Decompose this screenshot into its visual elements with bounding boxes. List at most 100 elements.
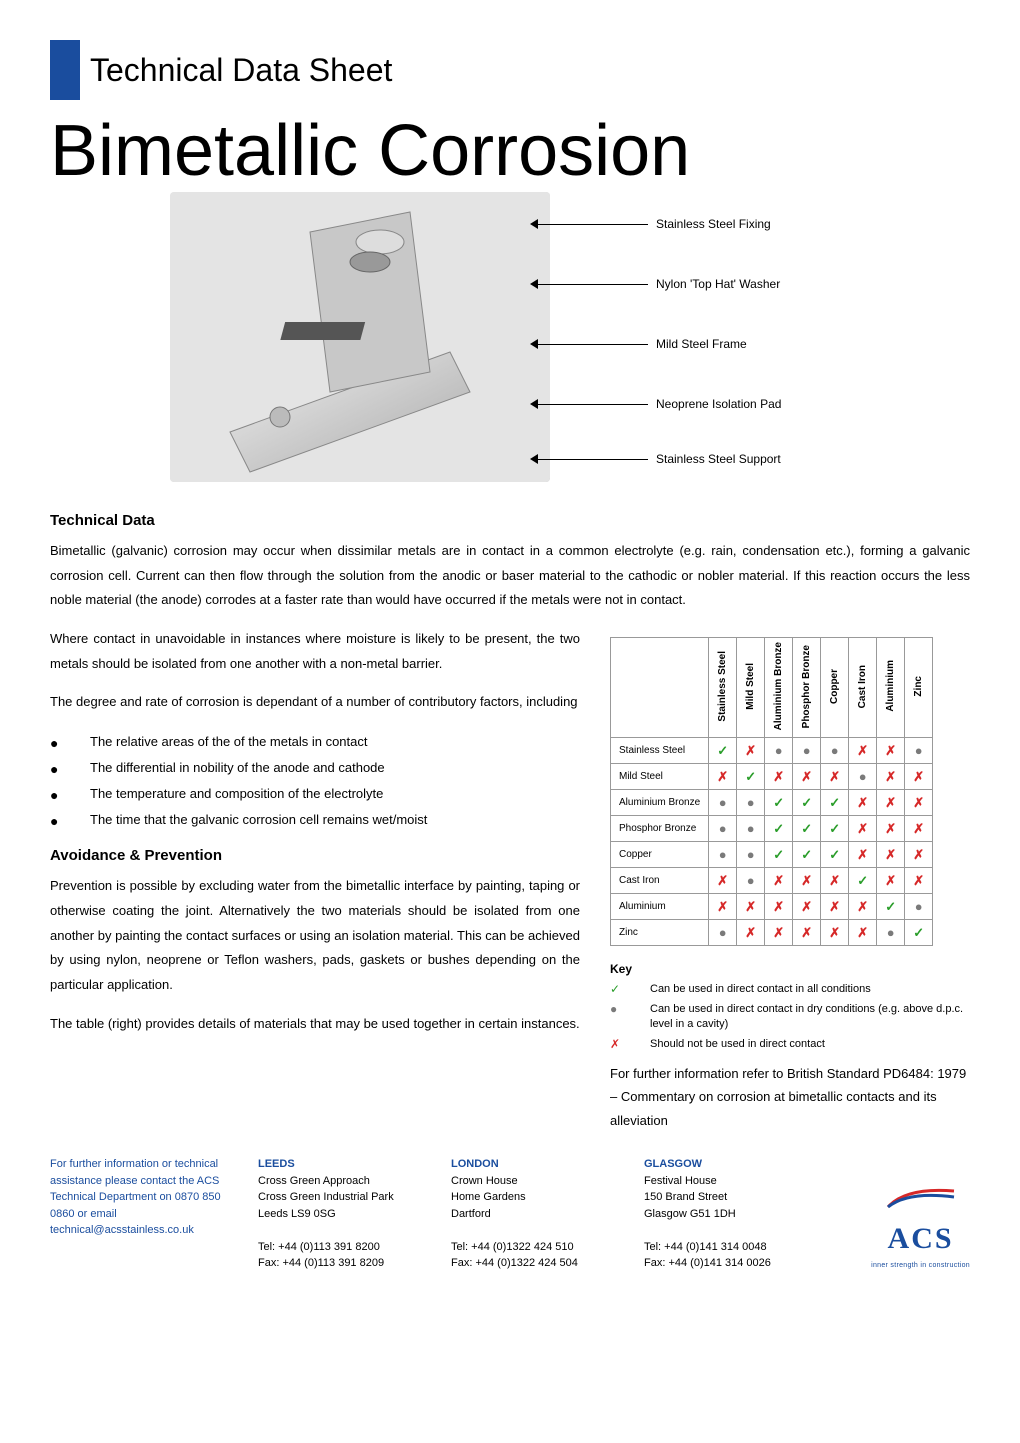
diagram-callout: Nylon 'Top Hat' Washer — [530, 277, 780, 291]
office-name: LONDON — [451, 1156, 626, 1173]
table-cell: ● — [737, 842, 765, 868]
table-corner — [611, 638, 709, 738]
callout-label: Stainless Steel Fixing — [656, 217, 771, 231]
table-row-header: Zinc — [611, 920, 709, 946]
table-cell: ● — [849, 764, 877, 790]
office-line: 150 Brand Street — [644, 1189, 819, 1206]
table-cell: ✗ — [905, 842, 933, 868]
table-cell: ✗ — [821, 920, 849, 946]
footer-office: LONDONCrown HouseHome GardensDartford Te… — [451, 1156, 626, 1272]
table-cell: ✓ — [793, 842, 821, 868]
table-cell: ✗ — [737, 738, 765, 764]
table-cell: ✓ — [849, 868, 877, 894]
table-cell: ● — [821, 738, 849, 764]
table-cell: ✗ — [905, 790, 933, 816]
key-text: Should not be used in direct contact — [650, 1037, 970, 1052]
table-cell: ✗ — [877, 842, 905, 868]
table-cell: ✗ — [849, 842, 877, 868]
compatibility-table: Stainless SteelMild SteelAluminium Bronz… — [610, 637, 933, 946]
office-line: Festival House — [644, 1173, 819, 1190]
key-row: ● Can be used in direct contact in dry c… — [610, 1002, 970, 1033]
table-col-header: Phosphor Bronze — [793, 638, 821, 738]
table-cell: ✓ — [709, 738, 737, 764]
table-cell: ✗ — [877, 816, 905, 842]
key-row: ✗ Should not be used in direct contact — [610, 1037, 970, 1052]
table-cell: ✗ — [793, 764, 821, 790]
left-column: Where contact in unavoidable in instance… — [50, 627, 580, 1132]
logo-swoosh-icon — [886, 1185, 956, 1209]
logo-text: ACS — [871, 1216, 970, 1261]
table-cell: ✓ — [765, 842, 793, 868]
key-symbol: ✓ — [610, 982, 650, 997]
table-row-header: Cast Iron — [611, 868, 709, 894]
table-col-header: Aluminium — [877, 638, 905, 738]
table-cell: ✓ — [737, 764, 765, 790]
callout-line — [538, 344, 648, 345]
table-cell: ✗ — [793, 920, 821, 946]
office-line — [258, 1222, 433, 1239]
table-cell: ✗ — [877, 868, 905, 894]
office-name: LEEDS — [258, 1156, 433, 1173]
doc-type-label: Technical Data Sheet — [90, 52, 392, 89]
office-line: Fax: +44 (0)1322 424 504 — [451, 1255, 626, 1272]
key-symbol: ● — [610, 1002, 650, 1033]
table-cell: ✗ — [877, 790, 905, 816]
office-line — [451, 1222, 626, 1239]
office-line: Tel: +44 (0)1322 424 510 — [451, 1239, 626, 1256]
avoidance-para2: The table (right) provides details of ma… — [50, 1012, 580, 1037]
callout-line — [538, 284, 648, 285]
technical-data-para2: Where contact in unavoidable in instance… — [50, 627, 580, 676]
reference-text: For further information refer to British… — [610, 1062, 970, 1132]
callout-label: Mild Steel Frame — [656, 337, 747, 351]
table-col-header: Mild Steel — [737, 638, 765, 738]
office-line: Fax: +44 (0)113 391 8209 — [258, 1255, 433, 1272]
office-line: Fax: +44 (0)141 314 0026 — [644, 1255, 819, 1272]
table-cell: ✗ — [737, 920, 765, 946]
table-cell: ✓ — [793, 816, 821, 842]
technical-data-para3: The degree and rate of corrosion is depe… — [50, 690, 580, 715]
table-row-header: Stainless Steel — [611, 738, 709, 764]
two-column-layout: Where contact in unavoidable in instance… — [50, 627, 970, 1132]
arrow-left-icon — [530, 399, 538, 409]
table-row-header: Copper — [611, 842, 709, 868]
right-column: Stainless SteelMild SteelAluminium Bronz… — [610, 627, 970, 1132]
factor-item: The relative areas of the of the metals … — [50, 729, 580, 755]
logo: ACS inner strength in construction — [871, 1185, 970, 1272]
table-cell: ✗ — [905, 868, 933, 894]
table-col-header: Stainless Steel — [709, 638, 737, 738]
factor-item: The time that the galvanic corrosion cel… — [50, 807, 580, 833]
office-line: Cross Green Approach — [258, 1173, 433, 1190]
table-cell: ● — [709, 920, 737, 946]
callout-label: Nylon 'Top Hat' Washer — [656, 277, 780, 291]
callout-line — [538, 459, 648, 460]
avoidance-para1: Prevention is possible by excluding wate… — [50, 874, 580, 997]
table-cell: ✗ — [905, 816, 933, 842]
table-cell: ● — [905, 894, 933, 920]
table-cell: ✗ — [849, 738, 877, 764]
bracket-illustration — [170, 192, 550, 482]
office-line: Dartford — [451, 1206, 626, 1223]
table-cell: ✗ — [849, 894, 877, 920]
diagram-section: Stainless Steel Fixing Nylon 'Top Hat' W… — [50, 192, 970, 492]
diagram-callout: Stainless Steel Support — [530, 452, 781, 466]
table-cell: ✗ — [709, 868, 737, 894]
office-line: Tel: +44 (0)141 314 0048 — [644, 1239, 819, 1256]
technical-data-para1: Bimetallic (galvanic) corrosion may occu… — [50, 539, 970, 613]
table-cell: ✗ — [821, 894, 849, 920]
key-rows: ✓ Can be used in direct contact in all c… — [610, 982, 970, 1052]
table-cell: ✗ — [765, 894, 793, 920]
factor-item: The temperature and composition of the e… — [50, 781, 580, 807]
office-line: Glasgow G51 1DH — [644, 1206, 819, 1223]
arrow-left-icon — [530, 339, 538, 349]
table-cell: ✗ — [765, 920, 793, 946]
table-cell: ● — [737, 816, 765, 842]
avoidance-heading: Avoidance & Prevention — [50, 847, 580, 864]
table-row-header: Aluminium Bronze — [611, 790, 709, 816]
office-line: Tel: +44 (0)113 391 8200 — [258, 1239, 433, 1256]
table-col-header: Aluminium Bronze — [765, 638, 793, 738]
table-cell: ● — [905, 738, 933, 764]
table-cell: ✗ — [849, 920, 877, 946]
office-line: Home Gardens — [451, 1189, 626, 1206]
table-cell: ● — [765, 738, 793, 764]
table-cell: ✗ — [709, 894, 737, 920]
